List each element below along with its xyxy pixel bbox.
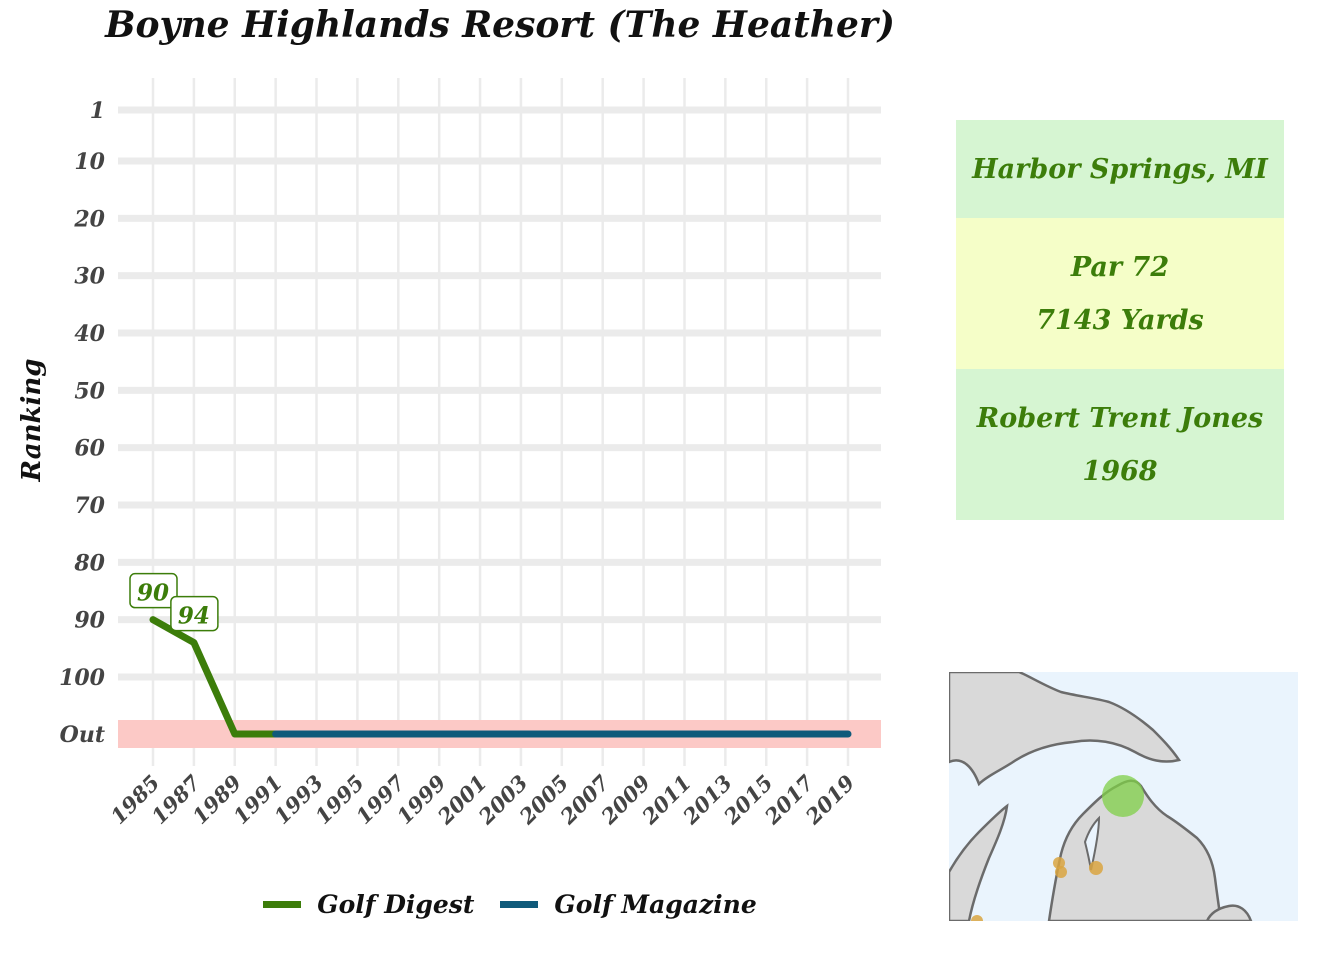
location-map-svg (949, 672, 1298, 921)
grid-layer (118, 78, 881, 766)
chart-title: Boyne Highlands Resort (The Heather) (105, 4, 895, 46)
chart-legend: Golf Digest Golf Magazine (0, 890, 1020, 919)
tick-label-layer: 1102030405060708090100Out198519871989199… (59, 98, 860, 830)
other-course-marker (971, 915, 983, 921)
other-course-marker (1055, 866, 1067, 878)
specs-card: Par 72 7143 Yards (956, 218, 1284, 369)
y-tick-label: 1 (90, 98, 105, 124)
par-text: Par 72 (1070, 251, 1170, 283)
thumb-area (1205, 904, 1253, 921)
y-tick-label: 60 (74, 436, 105, 462)
y-tick-label: 40 (74, 321, 105, 347)
data-label-layer: 90 94 (129, 572, 219, 632)
data-label: 94 (178, 603, 210, 630)
location-card: Harbor Springs, MI (956, 120, 1284, 218)
designer-text: Robert Trent Jones (976, 402, 1264, 434)
legend-key-golf-magazine (500, 901, 539, 908)
data-label-box (170, 595, 219, 632)
course-location-marker (1102, 775, 1144, 817)
y-tick-label: 80 (73, 550, 105, 576)
y-tick-label: 30 (74, 264, 105, 290)
data-label-box (129, 572, 178, 609)
legend-item-golf-digest: Golf Digest (263, 890, 474, 919)
upper-peninsula (949, 672, 1182, 787)
legend-label-golf-magazine: Golf Magazine (554, 890, 757, 919)
series-line-golf-digest (149, 616, 280, 738)
yards-text: 7143 Yards (1036, 304, 1204, 336)
year-opened-text: 1968 (1082, 455, 1158, 487)
y-tick-label: 90 (74, 608, 105, 634)
wisconsin-shore (949, 803, 1009, 921)
y-tick-label: 20 (73, 206, 105, 232)
legend-label-golf-digest: Golf Digest (317, 890, 475, 919)
grand-traverse-bay (1083, 815, 1101, 871)
designer-card: Robert Trent Jones 1968 (956, 369, 1284, 520)
y-tick-label: 10 (74, 149, 105, 175)
location-text: Harbor Springs, MI (972, 153, 1268, 185)
other-course-marker (1089, 861, 1103, 875)
other-course-marker (1053, 857, 1065, 869)
series-layer (149, 616, 852, 738)
y-tick-label: 100 (59, 665, 106, 691)
legend-key-golf-digest (263, 901, 302, 908)
y-axis-title: Ranking (17, 359, 47, 483)
y-tick-label: 50 (74, 378, 105, 404)
data-label: 90 (137, 580, 169, 607)
y-tick-label: Out (60, 722, 105, 748)
y-tick-label: 70 (74, 493, 105, 519)
location-map (949, 672, 1298, 921)
legend-item-golf-magazine: Golf Magazine (500, 890, 757, 919)
